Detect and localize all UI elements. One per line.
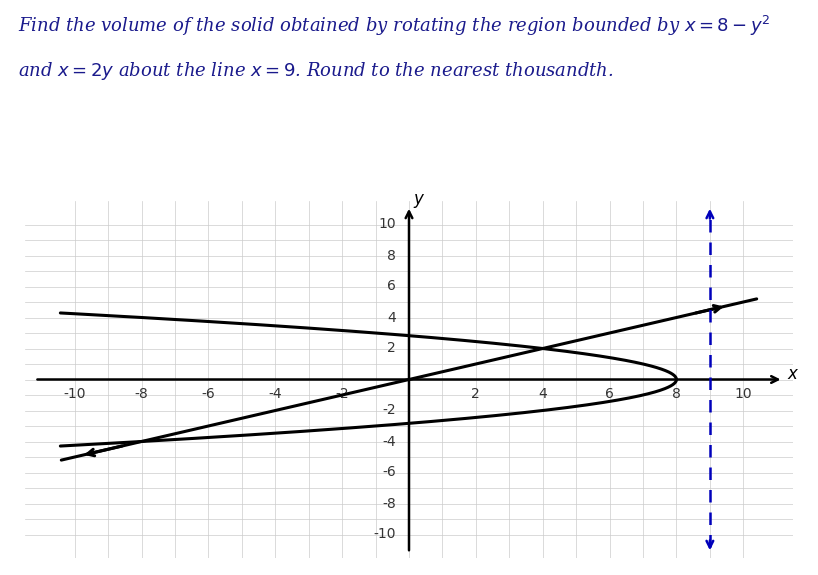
Text: 8: 8 (387, 248, 396, 263)
Text: 6: 6 (387, 279, 396, 293)
Text: -4: -4 (382, 435, 396, 448)
Text: -10: -10 (373, 527, 396, 542)
Text: 10: 10 (378, 217, 396, 232)
Text: 6: 6 (605, 387, 614, 401)
Text: -6: -6 (201, 387, 215, 401)
Text: $x$: $x$ (787, 366, 800, 384)
Text: -8: -8 (135, 387, 148, 401)
Text: 4: 4 (387, 310, 396, 324)
Text: Find the volume of the solid obtained by rotating the region bounded by $x = 8 -: Find the volume of the solid obtained by… (18, 14, 771, 39)
Text: 10: 10 (735, 387, 752, 401)
Text: -4: -4 (268, 387, 282, 401)
Text: -2: -2 (335, 387, 349, 401)
Text: -6: -6 (382, 466, 396, 480)
Text: 4: 4 (538, 387, 547, 401)
Text: 2: 2 (471, 387, 480, 401)
Text: -10: -10 (64, 387, 86, 401)
Text: $y$: $y$ (413, 192, 425, 210)
Text: 8: 8 (672, 387, 681, 401)
Text: 2: 2 (387, 342, 396, 355)
Text: -2: -2 (382, 404, 396, 417)
Text: and $x = 2y$ about the line $x = 9$. Round to the nearest thousandth.: and $x = 2y$ about the line $x = 9$. Rou… (18, 60, 614, 82)
Text: -8: -8 (382, 496, 396, 511)
